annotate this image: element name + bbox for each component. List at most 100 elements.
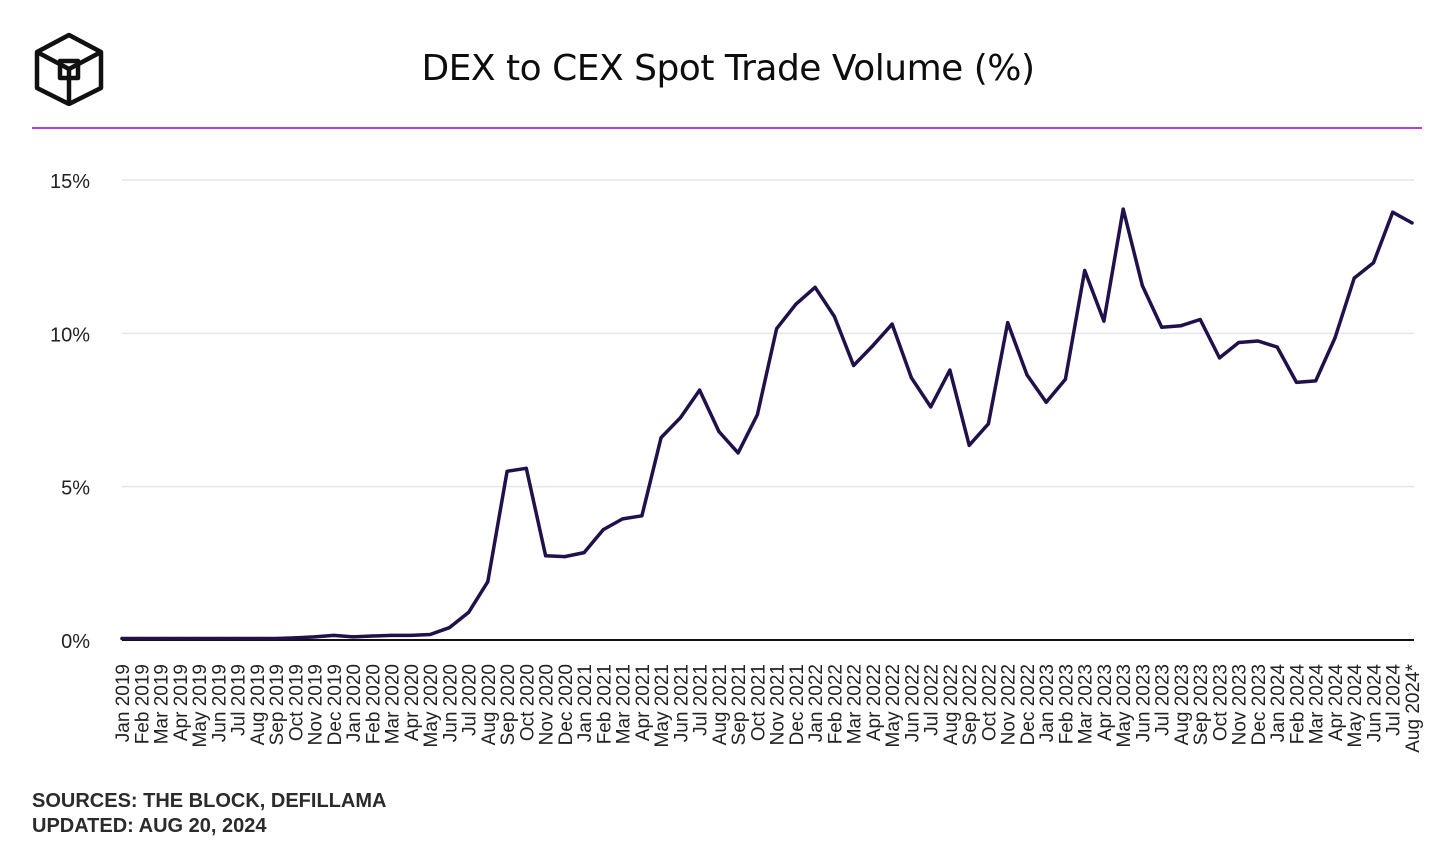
data-point (120, 636, 124, 641)
x-tick-label: Feb 2019 (132, 664, 153, 744)
data-point (332, 633, 336, 638)
series-layer (120, 207, 1414, 641)
x-tick-label: Jan 2024 (1268, 664, 1289, 743)
x-tick-label: Sep 2020 (498, 664, 519, 745)
x-tick-label: Dec 2019 (325, 664, 346, 745)
x-tick-label: Oct 2020 (517, 664, 538, 741)
x-tick-label: Nov 2021 (768, 664, 789, 745)
x-tick-label: Sep 2022 (960, 664, 981, 745)
data-point (1044, 400, 1048, 404)
x-tick-label: Aug 2023 (1172, 664, 1193, 745)
x-tick-label: Dec 2022 (1018, 664, 1039, 745)
data-point (1371, 261, 1376, 265)
data-point (852, 363, 856, 368)
data-point (235, 636, 240, 641)
x-tick-label: Jan 2021 (575, 664, 596, 742)
x-tick-label: Oct 2021 (748, 664, 769, 741)
x-tick-label: Oct 2019 (286, 664, 307, 741)
data-point (1160, 325, 1164, 329)
data-point (813, 285, 817, 289)
data-point (1217, 356, 1222, 360)
x-tick-label: Jul 2020 (460, 664, 481, 736)
x-tick-label: Apr 2021 (633, 664, 654, 741)
x-tick-label: Apr 2023 (1095, 664, 1116, 741)
data-point (698, 388, 702, 392)
x-tick-label: Feb 2021 (594, 664, 615, 744)
x-tick-label: May 2022 (883, 664, 904, 747)
data-point (1333, 336, 1337, 340)
x-tick-label: Nov 2020 (537, 664, 558, 745)
x-tick-label: Mar 2022 (845, 664, 866, 744)
data-point (621, 517, 625, 521)
x-tick-label: Jun 2019 (209, 664, 230, 742)
x-tick-label: Jun 2022 (902, 664, 923, 742)
x-tick-label: Oct 2022 (979, 664, 1000, 741)
data-point (1198, 317, 1202, 322)
data-point (678, 416, 683, 420)
x-tick-label: Sep 2023 (1191, 664, 1212, 745)
data-point (1256, 339, 1260, 343)
data-point (1179, 324, 1183, 328)
x-tick-label: May 2023 (1114, 664, 1135, 747)
x-tick-label: Jul 2019 (229, 664, 250, 736)
data-point (505, 469, 509, 473)
x-tick-label: Nov 2022 (999, 664, 1020, 745)
x-tick-label: Jun 2020 (440, 664, 461, 742)
data-point (890, 322, 894, 326)
data-point (139, 636, 143, 641)
title-divider (32, 127, 1422, 129)
x-tick-label: Apr 2020 (402, 664, 423, 741)
data-point (1275, 345, 1279, 349)
x-tick-label: May 2024 (1345, 664, 1366, 748)
x-tick-label: Jan 2020 (344, 664, 365, 742)
x-tick-label: Jun 2024 (1364, 664, 1385, 743)
x-tick-label: Dec 2021 (787, 664, 808, 745)
data-point (370, 634, 374, 638)
data-point (390, 633, 394, 638)
data-point (1063, 377, 1067, 381)
data-point (312, 635, 317, 639)
data-point (717, 429, 721, 434)
data-point (1352, 276, 1356, 280)
data-point (1140, 284, 1144, 288)
y-tick-label: 15% (50, 171, 90, 193)
x-tick-label: Feb 2020 (363, 664, 384, 744)
data-point (832, 314, 837, 319)
x-tick-label: Jul 2023 (1153, 664, 1174, 736)
x-tick-label: May 2019 (190, 664, 211, 747)
x-tick-label: Nov 2023 (1230, 664, 1251, 745)
x-tick-label: Mar 2020 (383, 664, 404, 744)
data-point (1025, 373, 1029, 377)
x-tick-label: Mar 2023 (1076, 664, 1097, 744)
x-tick-label: Dec 2023 (1249, 664, 1270, 745)
data-point (929, 405, 933, 409)
data-point (659, 436, 663, 440)
data-point (601, 528, 605, 532)
data-point (428, 632, 432, 637)
x-tick-label: Mar 2021 (614, 664, 635, 744)
x-tick-label: Aug 2022 (941, 664, 962, 745)
x-tick-label: Jul 2024 (1384, 664, 1405, 736)
data-point (486, 580, 490, 584)
y-tick-label: 5% (61, 478, 90, 500)
data-point (1083, 268, 1087, 273)
data-point (1410, 221, 1414, 225)
x-tick-label: Apr 2022 (864, 664, 885, 741)
x-tick-label: May 2021 (652, 664, 673, 747)
data-point (794, 302, 798, 306)
x-tick-label: Mar 2024 (1307, 664, 1328, 745)
x-tick-label: Aug 2019 (248, 664, 269, 745)
the-block-cube-logo-icon (32, 32, 106, 107)
data-point (909, 376, 914, 380)
data-point (447, 626, 451, 630)
x-tick-label: Oct 2023 (1210, 664, 1231, 741)
series-line (120, 207, 1414, 641)
data-point (274, 636, 278, 641)
data-point (755, 413, 760, 417)
data-point (582, 551, 586, 555)
x-tick-label: Nov 2019 (306, 664, 327, 745)
data-point (1294, 380, 1299, 384)
x-tick-label: Aug 2024* (1403, 663, 1424, 752)
